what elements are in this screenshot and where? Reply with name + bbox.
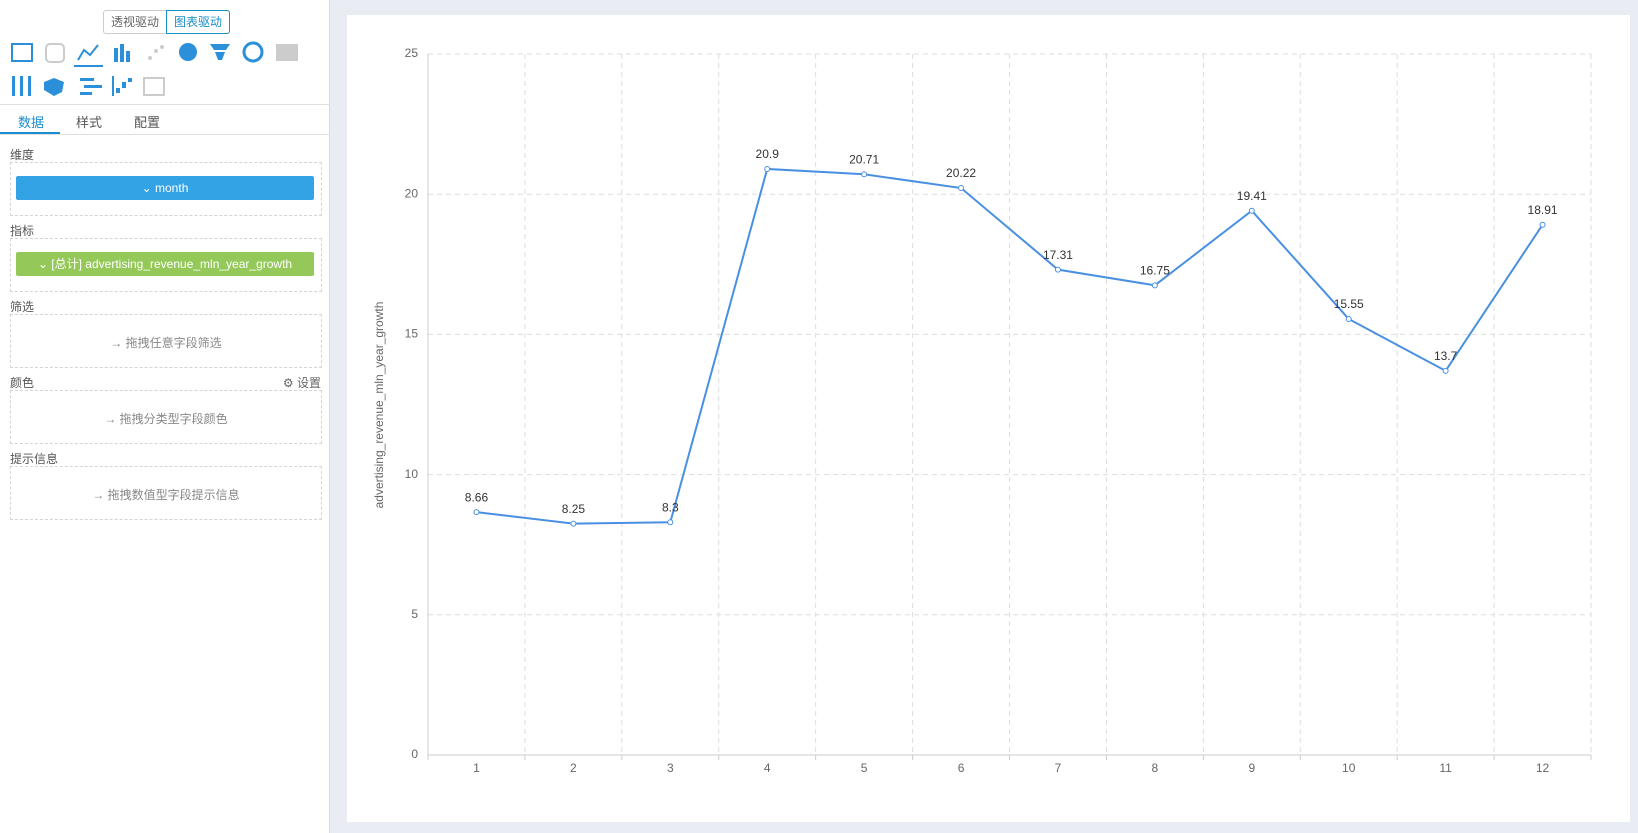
parallel-icon[interactable]	[12, 76, 31, 96]
data-label: 20.71	[849, 152, 879, 166]
section-label: 筛选	[10, 300, 35, 314]
section-label: 指标	[10, 224, 35, 238]
line	[476, 167, 1544, 525]
heat-icon[interactable]	[276, 44, 298, 61]
divider	[0, 134, 329, 135]
x-tick-label: 11	[1439, 761, 1452, 775]
y-axis-title: advertising_revenue_mln_year_growth	[372, 302, 386, 509]
y-tick-label: 10	[405, 467, 419, 481]
data-label: 16.75	[1140, 264, 1170, 278]
drop-zone[interactable]	[10, 390, 322, 444]
hint-text: 拖拽分类型字段颜色	[119, 412, 228, 426]
y-tick-label: 25	[405, 46, 419, 60]
point	[958, 185, 965, 192]
metric-pill[interactable]: ⌄ [总计] advertising_revenue_mln_year_grow…	[16, 252, 314, 276]
y-tick-label: 0	[411, 747, 418, 761]
point	[667, 519, 674, 526]
point	[1248, 207, 1255, 214]
sidebar: 透视驱动 图表驱动 数据 样式 配置 维度 ⌄ month 指标 ⌄ [总计] …	[0, 0, 330, 833]
section-label: 提示信息	[10, 452, 59, 466]
tab-underline	[0, 132, 60, 134]
field-name: month	[155, 181, 189, 195]
divider	[0, 104, 329, 105]
chart: advertising_revenue_mln_year_growth 0 5 10…	[372, 46, 1592, 775]
x-tick-label: 5	[861, 761, 868, 775]
drop-zone[interactable]	[10, 466, 322, 520]
kpi-icon[interactable]	[45, 43, 65, 63]
waterfall-icon[interactable]	[112, 76, 132, 96]
radar-icon[interactable]	[242, 41, 264, 63]
x-tick-label: 3	[667, 761, 674, 775]
funnel-icon[interactable]	[210, 44, 230, 60]
data-label: 18.91	[1528, 203, 1558, 217]
drop-zone	[10, 162, 322, 216]
drop-hint: → 拖拽分类型字段颜色	[104, 412, 228, 426]
tab[interactable]: 配置	[134, 115, 161, 130]
data-label: 8.25	[562, 502, 586, 516]
point	[1151, 282, 1158, 289]
chart-card: advertising_revenue_mln_year_growth 0 5 10…	[347, 15, 1630, 822]
data-label: 17.31	[1043, 248, 1073, 262]
y-tick-label: 20	[405, 186, 419, 200]
chart-type-icons	[11, 41, 298, 96]
hint-text: 拖拽任意字段筛选	[125, 336, 222, 350]
x-tick-label: 6	[958, 761, 965, 775]
x-tick-label: 10	[1342, 761, 1356, 775]
data-label: 19.41	[1237, 189, 1267, 203]
data-label: 20.9	[756, 147, 780, 161]
map-icon[interactable]	[44, 78, 64, 96]
section-label: 维度	[10, 148, 35, 162]
point	[764, 165, 771, 172]
line-icon[interactable]	[77, 44, 99, 61]
tab[interactable]: 样式	[76, 115, 103, 130]
data-label: 8.3	[662, 500, 679, 514]
dimension-pill[interactable]: ⌄ month	[16, 176, 314, 200]
y-tick-label: 15	[405, 327, 419, 341]
data-label: 15.55	[1334, 297, 1364, 311]
drop-zone	[10, 238, 322, 292]
settings-text: 设置	[296, 376, 321, 390]
x-tick-label: 8	[1152, 761, 1159, 775]
section-label: 颜色	[10, 376, 35, 390]
drop-hint: → 拖拽任意字段筛选	[110, 336, 222, 350]
field-name: [总计] advertising_revenue_mln_year_growth	[51, 257, 293, 271]
x-tick-label: 1	[473, 761, 480, 775]
scatter-icon[interactable]	[148, 45, 164, 60]
x-tick-label: 7	[1055, 761, 1062, 775]
settings-button[interactable]: ⚙ 设置	[282, 376, 321, 390]
pie-icon[interactable]	[179, 43, 197, 61]
x-tick-label: 4	[764, 761, 771, 775]
y-tick-label: 5	[411, 607, 418, 621]
point	[1054, 266, 1061, 273]
point	[861, 171, 868, 178]
data-label: 20.22	[946, 166, 976, 180]
bar-icon[interactable]	[114, 44, 130, 62]
point	[570, 520, 577, 527]
data-label: 13.7	[1434, 349, 1458, 363]
mode-button[interactable]: 透视驱动	[103, 10, 168, 34]
x-tick-label: 9	[1248, 761, 1255, 775]
point	[1345, 315, 1352, 322]
drop-hint: → 拖拽数值型字段提示信息	[92, 488, 240, 502]
drop-zone[interactable]	[10, 314, 322, 368]
point	[1442, 367, 1449, 374]
mode-button[interactable]: 图表驱动	[166, 10, 231, 34]
x-tick-label: 12	[1536, 761, 1550, 775]
tab[interactable]: 数据	[18, 115, 45, 130]
data-label: 8.66	[465, 490, 489, 504]
hint-text: 拖拽数值型字段提示信息	[107, 488, 240, 502]
point	[473, 509, 480, 516]
richtext-icon[interactable]	[143, 77, 165, 96]
x-tick-label: 2	[570, 761, 577, 775]
wordcloud-icon[interactable]	[80, 78, 102, 95]
table-icon[interactable]	[11, 43, 33, 62]
point	[1539, 221, 1546, 228]
